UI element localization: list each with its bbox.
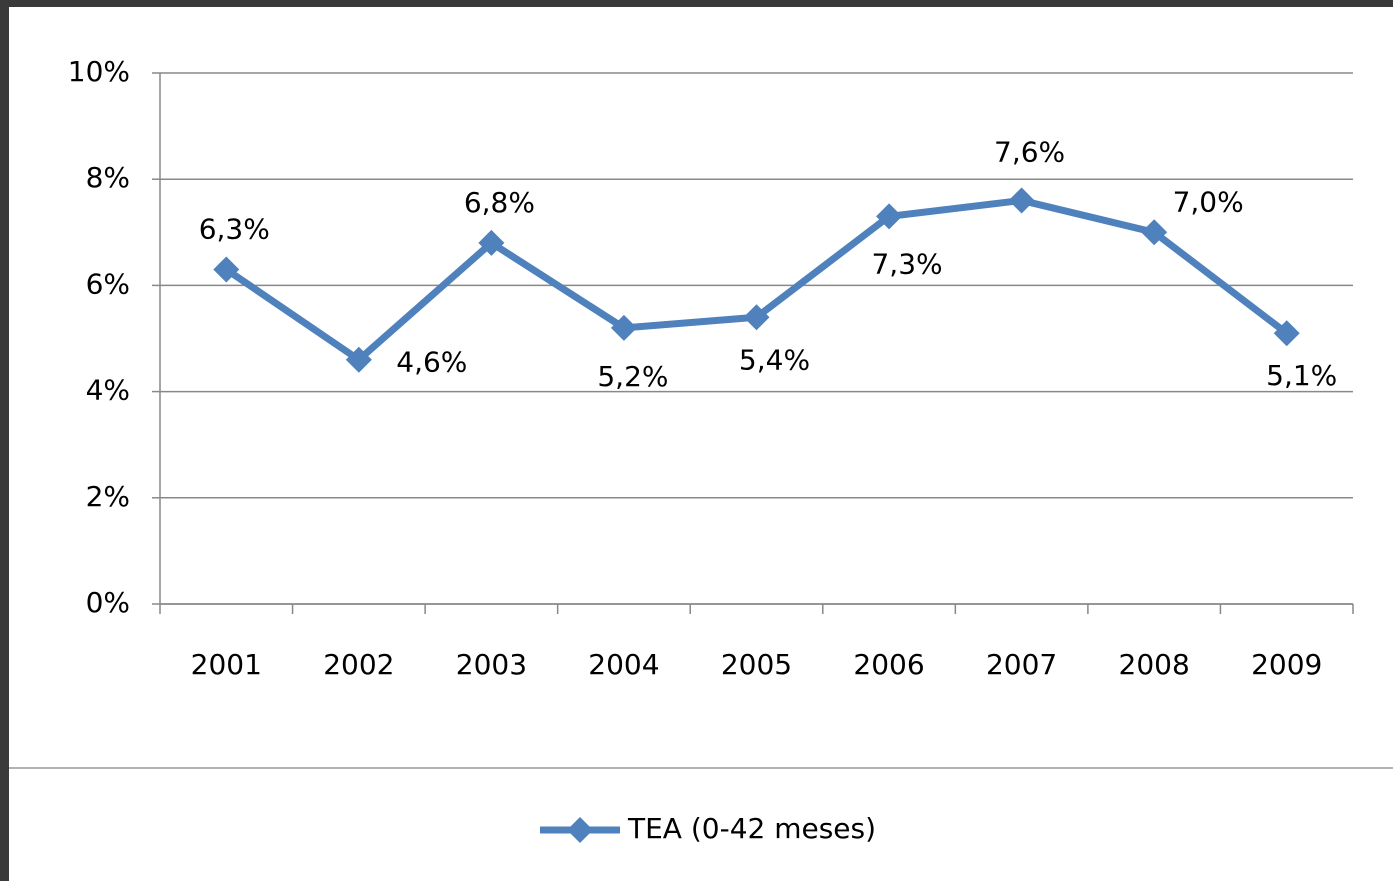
- legend-label: TEA (0-42 meses): [627, 812, 876, 845]
- marker: [1141, 219, 1168, 246]
- data-label: 7,6%: [994, 135, 1065, 168]
- frame-top: [0, 0, 1393, 7]
- frame-left: [0, 0, 9, 881]
- data-label: 6,8%: [464, 186, 535, 219]
- data-label: 5,2%: [597, 360, 668, 393]
- data-label: 5,1%: [1266, 359, 1337, 392]
- marker: [1273, 320, 1300, 347]
- y-tick-label: 6%: [86, 267, 130, 300]
- data-label: 5,4%: [739, 343, 810, 376]
- marker: [1008, 187, 1035, 214]
- data-label: 7,3%: [871, 247, 942, 280]
- x-tick-label: 2009: [1251, 648, 1322, 681]
- data-label: 6,3%: [199, 212, 270, 245]
- x-tick-label: 2004: [588, 648, 659, 681]
- marker: [213, 256, 240, 283]
- x-tick-label: 2007: [986, 648, 1057, 681]
- marker: [876, 203, 903, 230]
- marker: [345, 346, 372, 373]
- data-label: 7,0%: [1173, 185, 1244, 218]
- x-tick-label: 2002: [323, 648, 394, 681]
- marker: [610, 314, 637, 341]
- marker: [743, 304, 770, 331]
- y-tick-label: 4%: [86, 374, 130, 407]
- y-tick-label: 2%: [86, 480, 130, 513]
- y-tick-label: 10%: [68, 55, 130, 88]
- x-tick-label: 2005: [721, 648, 792, 681]
- y-tick-label: 0%: [86, 586, 130, 619]
- x-tick-label: 2006: [853, 648, 924, 681]
- x-tick-label: 2003: [456, 648, 527, 681]
- marker: [478, 229, 505, 256]
- x-tick-label: 2008: [1119, 648, 1190, 681]
- x-tick-label: 2001: [191, 648, 262, 681]
- legend-marker: [567, 817, 593, 843]
- data-label: 4,6%: [396, 346, 467, 379]
- y-tick-label: 8%: [86, 161, 130, 194]
